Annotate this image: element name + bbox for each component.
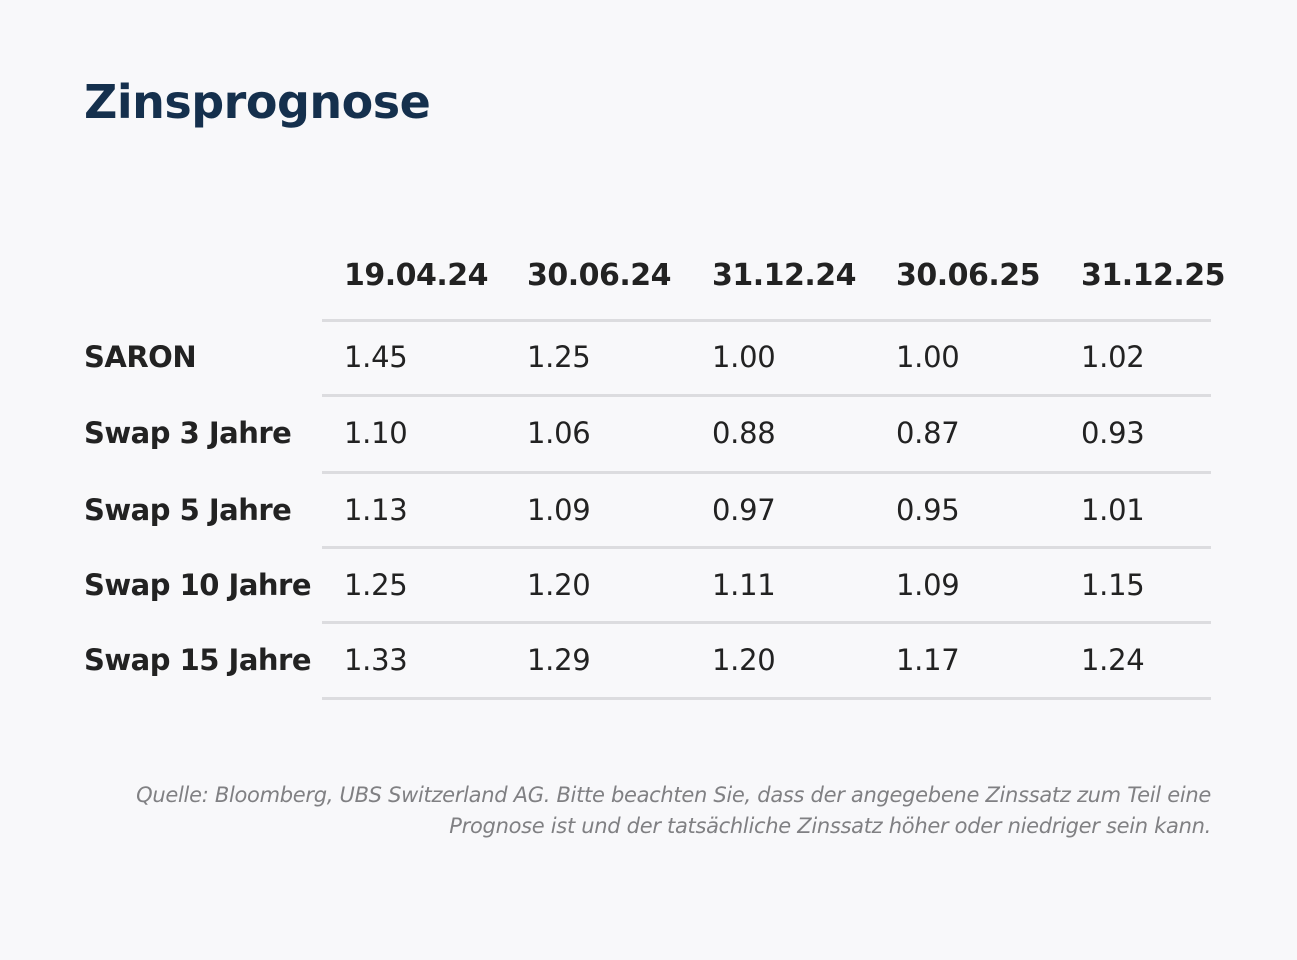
table-cell: 0.88 bbox=[712, 416, 776, 450]
table-row: Swap 15 Jahre 1.33 1.29 1.20 1.17 1.24 bbox=[84, 623, 1211, 700]
table-cell: 1.02 bbox=[1081, 340, 1145, 374]
table-cell: 1.15 bbox=[1081, 568, 1145, 602]
table-row: Swap 3 Jahre 1.10 1.06 0.88 0.87 0.93 bbox=[84, 396, 1211, 474]
table-cell: 1.24 bbox=[1081, 643, 1145, 677]
table-cell: 1.00 bbox=[896, 340, 960, 374]
table-body: SARON 1.45 1.25 1.00 1.00 1.02 Swap 3 Jahre 1.1… bbox=[84, 320, 1211, 700]
table-cell: 1.25 bbox=[344, 568, 408, 602]
row-label: Swap 5 Jahre bbox=[84, 493, 292, 527]
row-divider bbox=[322, 697, 1211, 700]
row-divider bbox=[322, 621, 1211, 624]
column-header: 31.12.24 bbox=[712, 258, 857, 293]
table-cell: 1.10 bbox=[344, 416, 408, 450]
table-cell: 1.29 bbox=[527, 643, 591, 677]
table-cell: 0.95 bbox=[896, 493, 960, 527]
table-cell: 1.09 bbox=[527, 493, 591, 527]
forecast-table: 19.04.24 30.06.24 31.12.24 30.06.25 31.12.25… bbox=[84, 240, 1226, 700]
row-label: Swap 10 Jahre bbox=[84, 568, 312, 602]
column-header: 30.06.25 bbox=[896, 258, 1041, 293]
table-cell: 0.97 bbox=[712, 493, 776, 527]
table-cell: 1.09 bbox=[896, 568, 960, 602]
table-cell: 1.06 bbox=[527, 416, 591, 450]
row-divider bbox=[322, 394, 1211, 397]
row-divider bbox=[322, 546, 1211, 549]
table-cell: 1.00 bbox=[712, 340, 776, 374]
table-cell: 1.20 bbox=[712, 643, 776, 677]
table-cell: 1.20 bbox=[527, 568, 591, 602]
table-cell: 1.25 bbox=[527, 340, 591, 374]
table-cell: 0.87 bbox=[896, 416, 960, 450]
table-cell: 0.93 bbox=[1081, 416, 1145, 450]
table-cell: 1.17 bbox=[896, 643, 960, 677]
table-row: Swap 10 Jahre 1.25 1.20 1.11 1.09 1.15 bbox=[84, 548, 1211, 624]
row-label: Swap 15 Jahre bbox=[84, 643, 312, 677]
table-cell: 1.13 bbox=[344, 493, 408, 527]
row-divider bbox=[322, 471, 1211, 474]
table-row: SARON 1.45 1.25 1.00 1.00 1.02 bbox=[84, 320, 1211, 397]
column-header: 30.06.24 bbox=[527, 258, 672, 293]
table-cell: 1.33 bbox=[344, 643, 408, 677]
table-cell: 1.11 bbox=[712, 568, 776, 602]
row-label: Swap 3 Jahre bbox=[84, 416, 292, 450]
row-divider bbox=[322, 319, 1211, 322]
column-header: 19.04.24 bbox=[344, 258, 489, 293]
table-row: Swap 5 Jahre 1.13 1.09 0.97 0.95 1.01 bbox=[84, 473, 1211, 549]
column-header: 31.12.25 bbox=[1081, 258, 1226, 293]
table-cell: 1.45 bbox=[344, 340, 408, 374]
source-note: Quelle: Bloomberg, UBS Switzerland AG. B… bbox=[136, 783, 1211, 838]
page-title: Zinsprognose bbox=[84, 75, 431, 129]
table-header-row: 19.04.24 30.06.24 31.12.24 30.06.25 31.12.25 bbox=[84, 240, 1226, 322]
row-label: SARON bbox=[84, 340, 197, 374]
table-cell: 1.01 bbox=[1081, 493, 1145, 527]
